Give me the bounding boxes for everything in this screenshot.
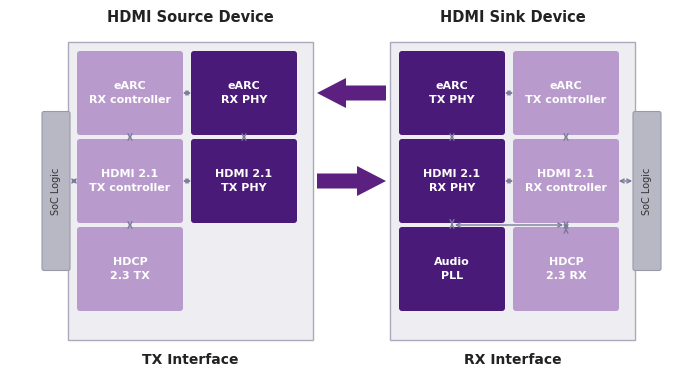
FancyBboxPatch shape bbox=[513, 51, 619, 135]
Text: SoC Logic: SoC Logic bbox=[642, 167, 652, 215]
Text: HDMI Source Device: HDMI Source Device bbox=[107, 10, 274, 26]
Text: TX Interface: TX Interface bbox=[142, 353, 239, 367]
Bar bbox=[68, 42, 313, 340]
FancyBboxPatch shape bbox=[191, 139, 297, 223]
Text: HDMI 2.1
TX PHY: HDMI 2.1 TX PHY bbox=[216, 170, 272, 193]
FancyBboxPatch shape bbox=[42, 111, 70, 271]
Text: HDMI Sink Device: HDMI Sink Device bbox=[440, 10, 585, 26]
Text: eARC
TX PHY: eARC TX PHY bbox=[429, 81, 475, 104]
FancyBboxPatch shape bbox=[633, 111, 661, 271]
FancyBboxPatch shape bbox=[77, 227, 183, 311]
FancyBboxPatch shape bbox=[191, 51, 297, 135]
Polygon shape bbox=[317, 166, 386, 196]
FancyBboxPatch shape bbox=[399, 227, 505, 311]
FancyBboxPatch shape bbox=[399, 51, 505, 135]
Polygon shape bbox=[317, 78, 386, 108]
Text: SoC Logic: SoC Logic bbox=[51, 167, 61, 215]
Bar bbox=[390, 42, 635, 340]
Text: HDMI 2.1
TX controller: HDMI 2.1 TX controller bbox=[90, 170, 171, 193]
Text: RX Interface: RX Interface bbox=[463, 353, 561, 367]
FancyBboxPatch shape bbox=[513, 227, 619, 311]
Text: Audio
PLL: Audio PLL bbox=[434, 257, 470, 281]
Text: HDCP
2.3 RX: HDCP 2.3 RX bbox=[546, 257, 587, 281]
Text: HDCP
2.3 TX: HDCP 2.3 TX bbox=[110, 257, 150, 281]
FancyBboxPatch shape bbox=[77, 139, 183, 223]
Text: eARC
RX controller: eARC RX controller bbox=[89, 81, 171, 104]
FancyBboxPatch shape bbox=[77, 51, 183, 135]
Text: HDMI 2.1
RX PHY: HDMI 2.1 RX PHY bbox=[424, 170, 481, 193]
FancyBboxPatch shape bbox=[399, 139, 505, 223]
FancyBboxPatch shape bbox=[513, 139, 619, 223]
Text: HDMI 2.1
RX controller: HDMI 2.1 RX controller bbox=[525, 170, 607, 193]
Text: eARC
RX PHY: eARC RX PHY bbox=[220, 81, 267, 104]
Text: eARC
TX controller: eARC TX controller bbox=[526, 81, 607, 104]
